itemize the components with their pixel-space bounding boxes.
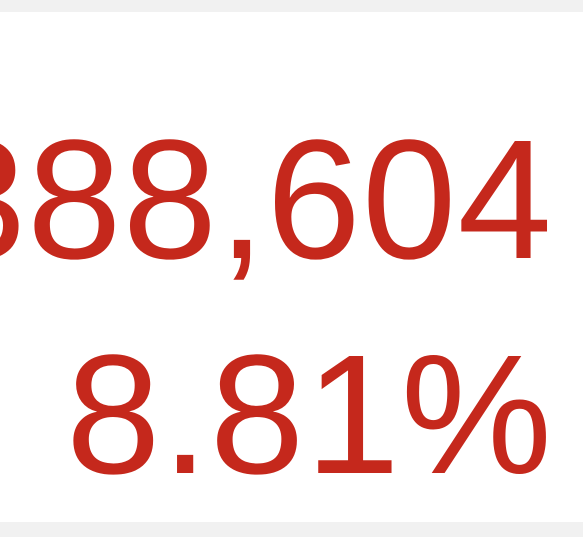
stat-card: 388,604 8.81% — [0, 12, 583, 522]
percent-value: 8.81% — [65, 320, 553, 510]
count-value: 388,604 — [0, 105, 553, 295]
